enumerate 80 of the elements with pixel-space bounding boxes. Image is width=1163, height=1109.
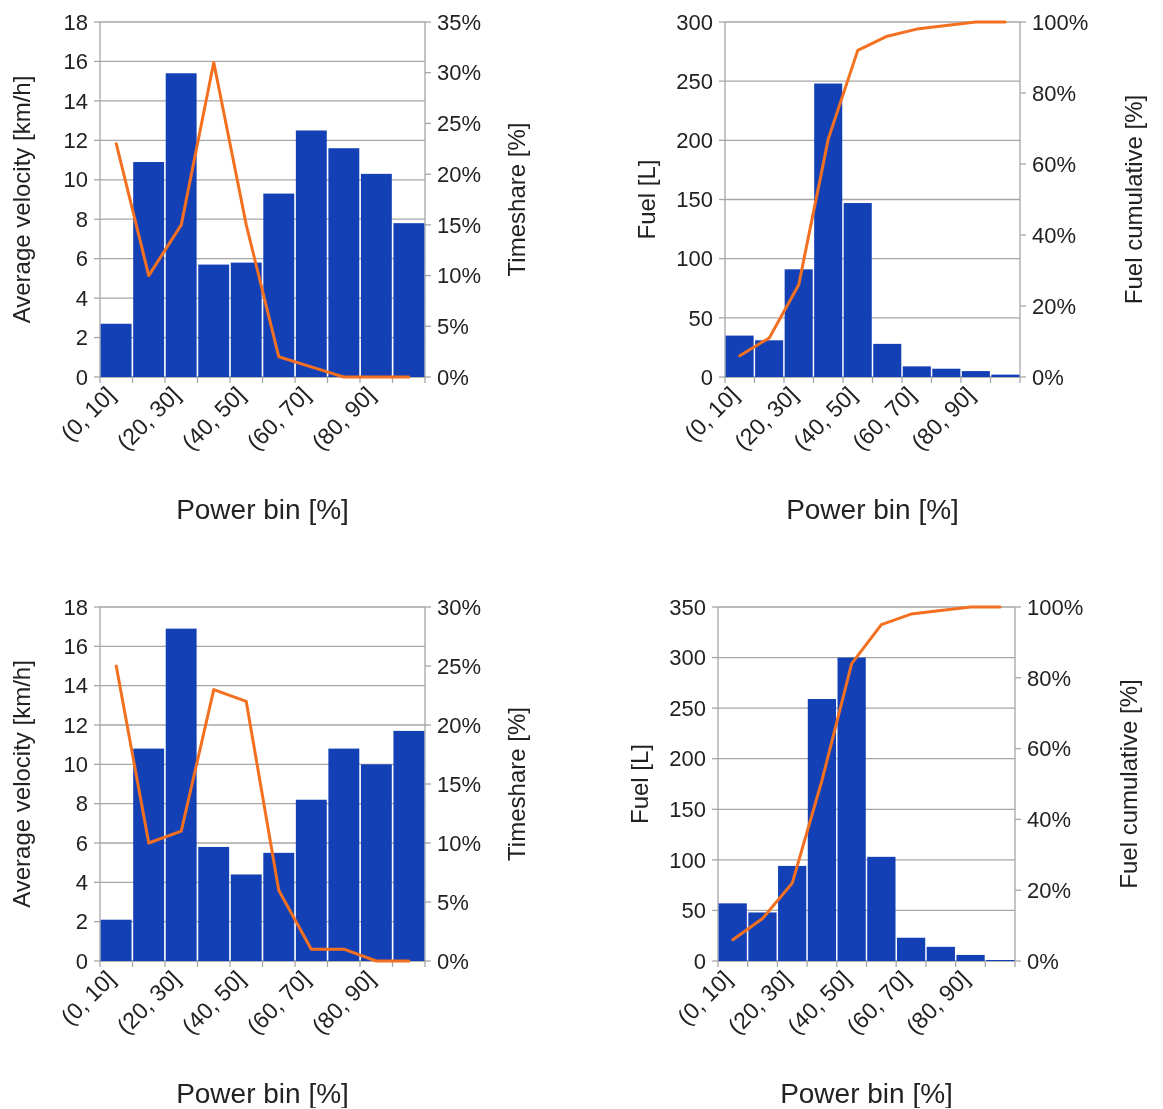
y2-tick-label: 0% <box>1032 364 1064 390</box>
y2-tick-label: 20% <box>1027 877 1072 903</box>
y2-tick-label: 60% <box>1032 151 1077 177</box>
y-tick-label: 12 <box>63 128 88 154</box>
y-tick-label: 6 <box>75 830 88 856</box>
y2-tick-label: 40% <box>1032 222 1077 248</box>
y-tick-label: 18 <box>63 594 88 620</box>
y-tick-label: 16 <box>63 49 88 75</box>
y-tick-label: 200 <box>676 128 713 154</box>
y-tick-label: 16 <box>63 634 88 660</box>
y2-tick-label: 100% <box>1032 9 1089 35</box>
y-tick-label: 12 <box>63 712 88 738</box>
y-tick-label: 8 <box>75 791 88 817</box>
y-tick-label: 14 <box>63 673 88 699</box>
y2-tick-label: 30% <box>437 594 482 620</box>
y-axis-title: Average velocity [km/h] <box>8 660 35 908</box>
y-tick-label: 300 <box>669 645 706 671</box>
y-tick-label: 50 <box>681 898 706 924</box>
y2-tick-label: 5% <box>437 313 469 339</box>
y-tick-label: 10 <box>63 752 88 778</box>
bar <box>896 937 926 961</box>
y2-axis-title: Timeshare [%] <box>503 122 530 277</box>
y2-tick-label: 0% <box>437 364 469 390</box>
y-tick-label: 6 <box>75 246 88 272</box>
y2-tick-label: 40% <box>1027 807 1072 833</box>
y-tick-label: 14 <box>63 88 88 114</box>
y2-tick-label: 25% <box>437 111 482 137</box>
y2-tick-label: 20% <box>437 161 482 187</box>
y2-tick-label: 0% <box>437 948 469 974</box>
x-axis-title: Power bin [%] <box>786 494 959 525</box>
y-tick-label: 2 <box>75 909 88 935</box>
y-tick-label: 200 <box>669 746 706 772</box>
y2-tick-label: 80% <box>1032 80 1077 106</box>
y2-tick-label: 10% <box>437 263 482 289</box>
y2-tick-label: 5% <box>437 889 469 915</box>
y-tick-label: 4 <box>75 285 88 311</box>
line-series <box>114 664 411 963</box>
y-tick-label: 8 <box>75 206 88 232</box>
y2-tick-label: 25% <box>437 653 482 679</box>
y-tick-label: 4 <box>75 870 88 896</box>
line-series <box>731 605 1002 942</box>
y2-tick-label: 10% <box>437 830 482 856</box>
line-series <box>114 61 411 379</box>
y-tick-label: 100 <box>669 847 706 873</box>
y-tick-label: 250 <box>669 695 706 721</box>
y2-tick-label: 20% <box>437 712 482 738</box>
y-tick-label: 10 <box>63 167 88 193</box>
y-tick-label: 100 <box>676 246 713 272</box>
x-axis-title: Power bin [%] <box>176 1078 349 1109</box>
y2-tick-label: 35% <box>437 9 482 35</box>
y2-tick-label: 80% <box>1027 665 1072 691</box>
y-tick-label: 150 <box>676 187 713 213</box>
y-axis-title: Fuel [L] <box>626 743 653 825</box>
y2-axis-title: Fuel cumulative [%] <box>1115 679 1142 889</box>
y2-tick-label: 20% <box>1032 293 1077 319</box>
line-series <box>738 20 1007 358</box>
y2-tick-label: 30% <box>437 60 482 86</box>
y2-tick-label: 100% <box>1027 594 1084 620</box>
y2-tick-label: 0% <box>1027 948 1059 974</box>
y-tick-label: 2 <box>75 325 88 351</box>
x-axis-title: Power bin [%] <box>780 1078 953 1109</box>
y-tick-label: 18 <box>63 9 88 35</box>
y2-tick-label: 15% <box>437 212 482 238</box>
y-tick-label: 150 <box>669 796 706 822</box>
y2-axis-title: Fuel cumulative [%] <box>1120 94 1147 305</box>
y2-tick-label: 60% <box>1027 736 1072 762</box>
y-axis-title: Fuel [L] <box>633 159 660 240</box>
y-tick-label: 0 <box>693 948 706 974</box>
y2-axis-title: Timeshare [%] <box>503 707 530 861</box>
y-tick-label: 0 <box>75 948 88 974</box>
bar <box>807 699 837 961</box>
y-tick-label: 250 <box>676 68 713 94</box>
y-axis-title: Average velocity [km/h] <box>8 75 35 324</box>
y2-tick-label: 15% <box>437 771 482 797</box>
y-tick-label: 350 <box>669 594 706 620</box>
y-tick-label: 50 <box>688 305 713 331</box>
y-tick-label: 300 <box>676 9 713 35</box>
y-tick-label: 0 <box>700 364 713 390</box>
y-tick-label: 0 <box>75 364 88 390</box>
x-axis-title: Power bin [%] <box>176 494 349 525</box>
